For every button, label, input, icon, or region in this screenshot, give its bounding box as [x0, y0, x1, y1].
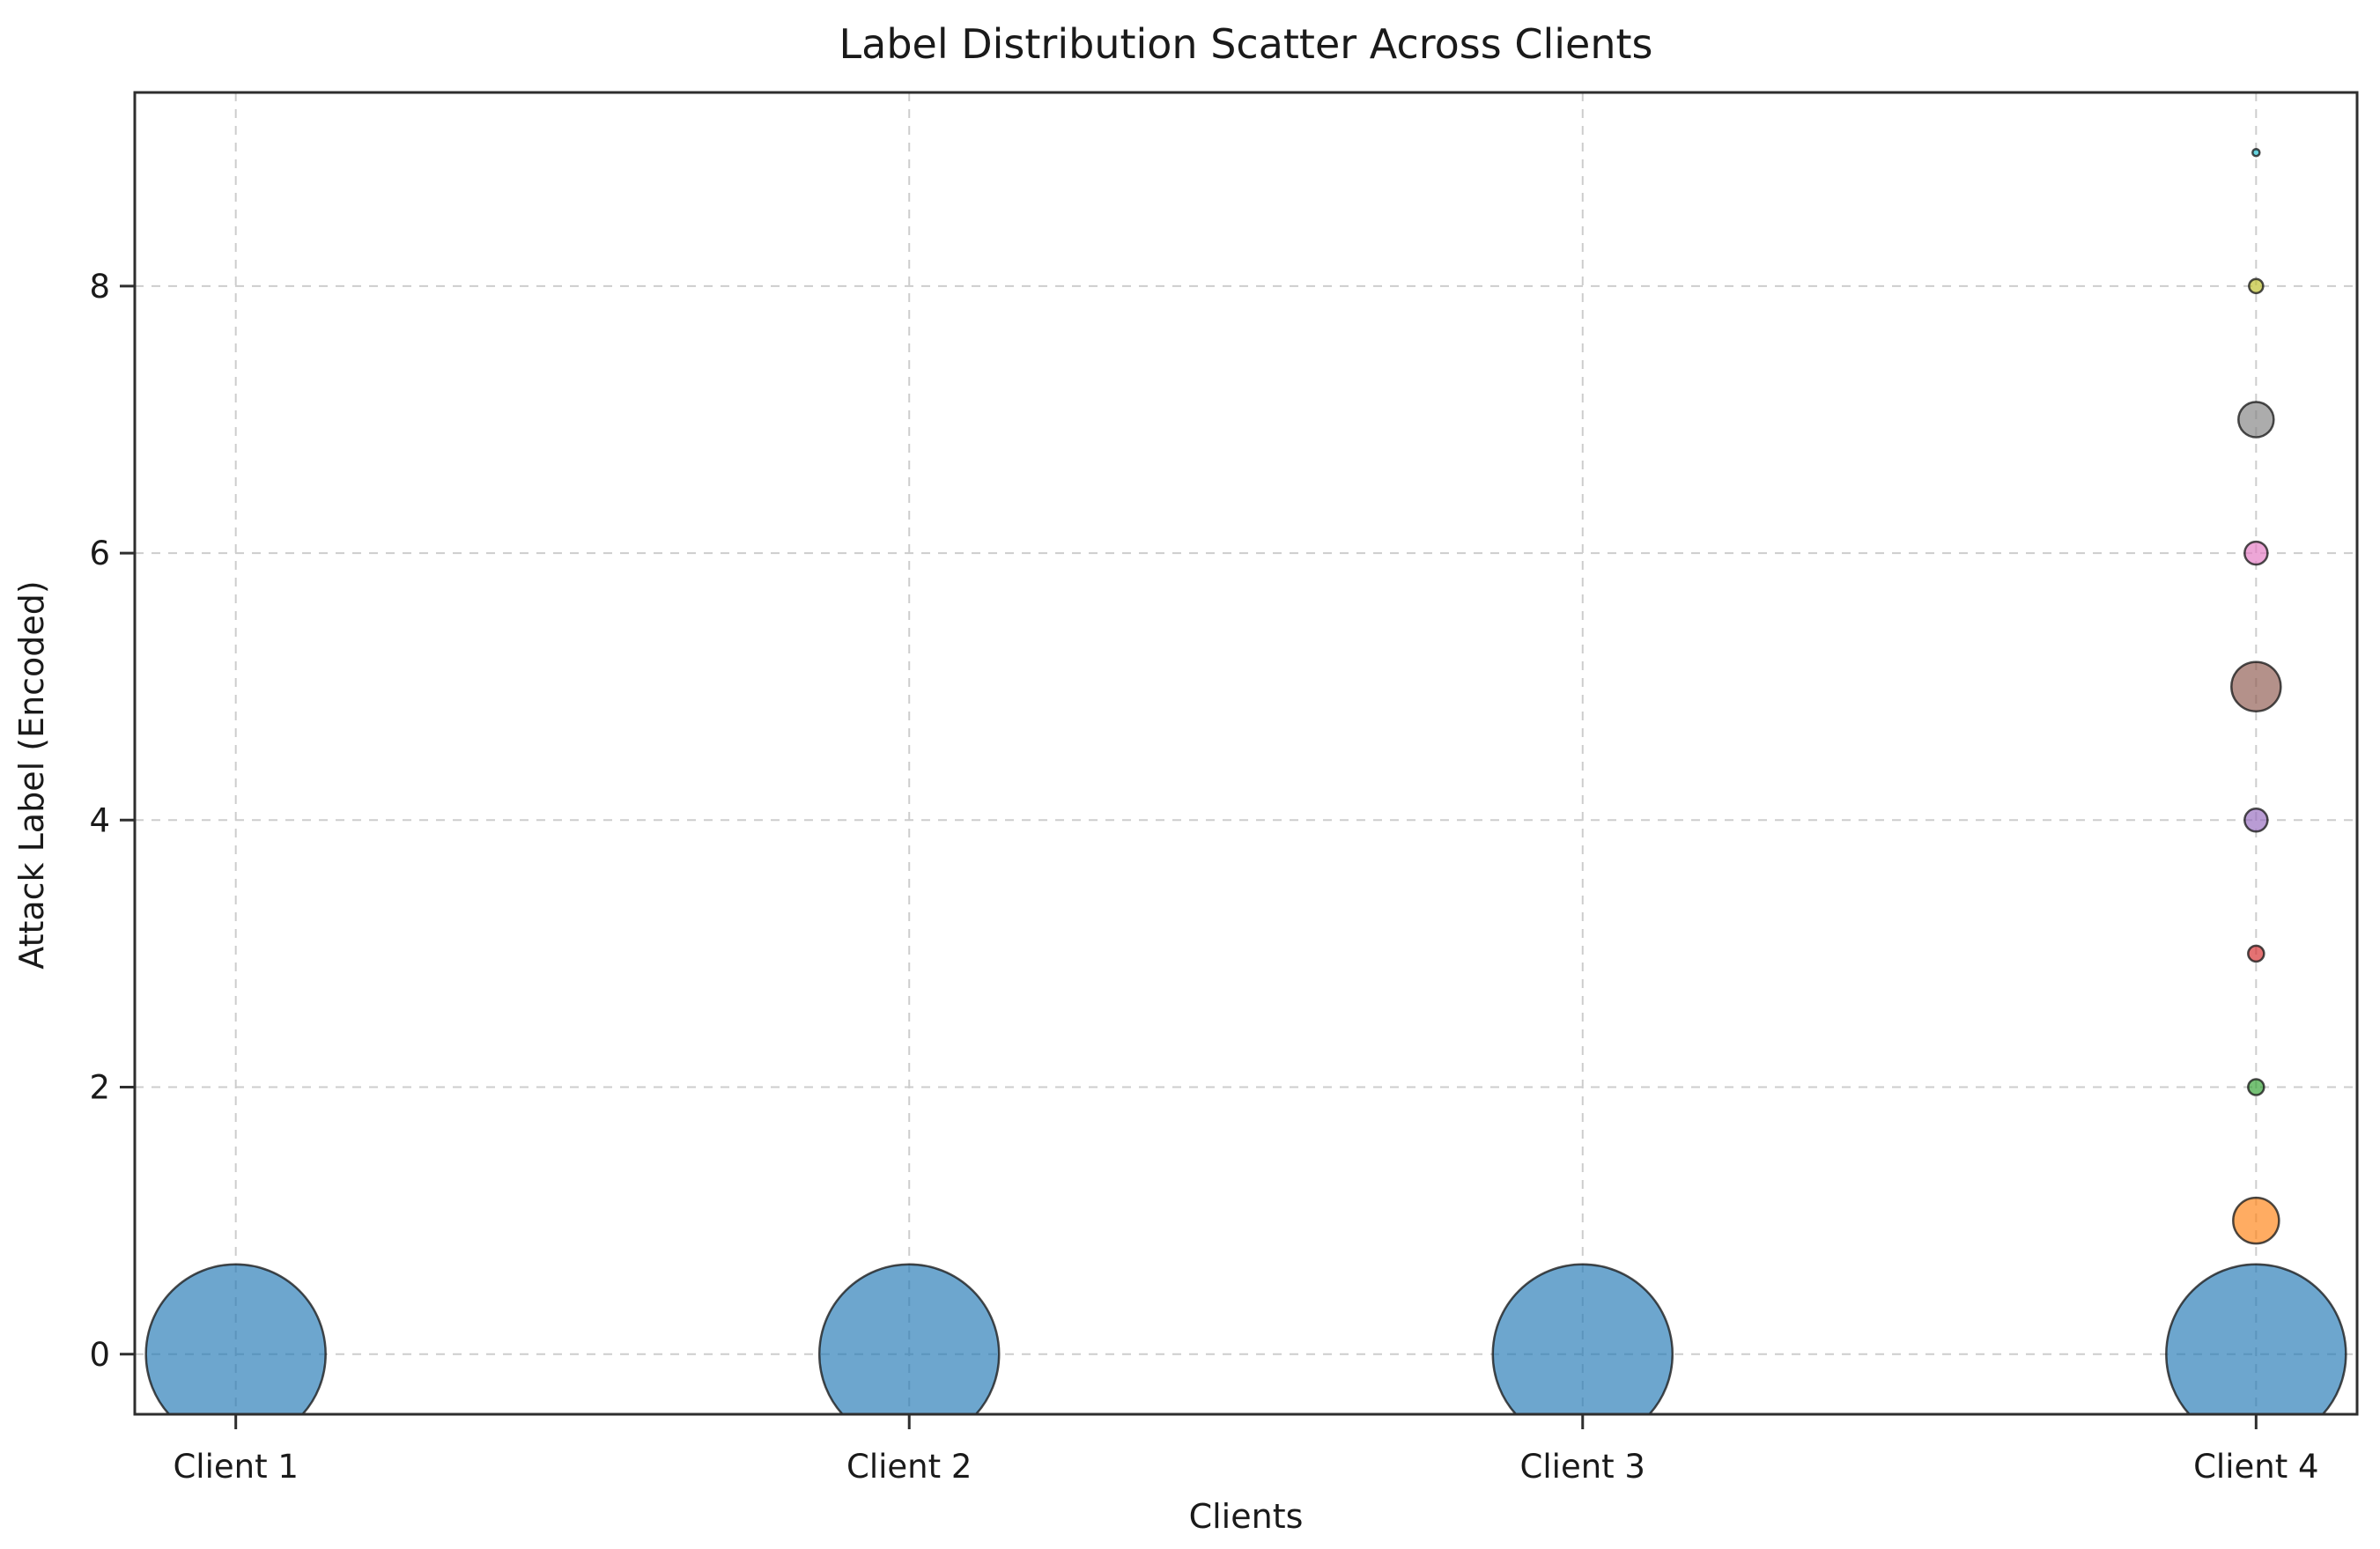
plot-border [133, 91, 2359, 1416]
data-points-group [144, 147, 2347, 1414]
data-point [2232, 1196, 2280, 1245]
data-point [2165, 1263, 2347, 1414]
data-point [2251, 147, 2261, 158]
data-point [2243, 540, 2269, 566]
x-tick-label: Client 1 [173, 1448, 298, 1486]
y-tick-label: 2 [89, 1069, 110, 1107]
data-point [2237, 401, 2275, 439]
y-tick-label: 0 [89, 1336, 110, 1374]
y-tick-label: 8 [89, 268, 110, 306]
data-point [2247, 944, 2265, 963]
x-tick-label: Client 4 [2193, 1448, 2318, 1486]
x-tick-label: Client 2 [846, 1448, 972, 1486]
y-tick-label: 6 [89, 535, 110, 572]
data-point [144, 1263, 327, 1414]
grid-group [135, 92, 2357, 1414]
x-tick-label: Client 3 [1520, 1448, 1645, 1486]
tick-labels-group: 0 2 4 6 8 Client 1 Client 2 Client 3 Client 4 [89, 268, 2318, 1486]
data-point [2247, 1078, 2265, 1096]
y-tick-label: 4 [89, 801, 110, 839]
data-point [2248, 277, 2265, 295]
tick-marks-group [120, 284, 2258, 1429]
chart-title: Label Distribution Scatter Across Client… [839, 20, 1653, 68]
data-point [2230, 660, 2282, 712]
data-point [818, 1263, 1001, 1414]
data-point [1491, 1263, 1674, 1414]
data-point [2243, 808, 2269, 833]
x-axis-label: Clients [1188, 1497, 1304, 1536]
